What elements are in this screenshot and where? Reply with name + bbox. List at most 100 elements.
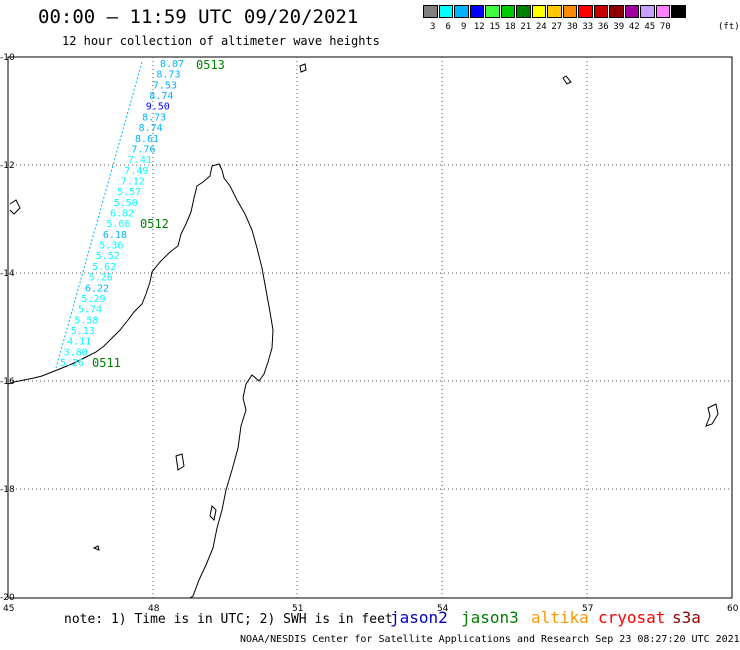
scale-swatch: [454, 5, 469, 18]
y-tick-label: -12: [0, 161, 15, 171]
x-tick-label: 60: [727, 604, 739, 614]
scale-label: 3: [430, 22, 436, 32]
color-scale-labels: 3 6 9 12 15 18 21 24 27 30 33 36 39 42 45 70: [425, 22, 673, 32]
wave-height-label: 5.66: [106, 219, 130, 230]
footnote: note: 1) Time is in UTC; 2) SWH is in fe…: [64, 612, 393, 627]
wave-height-label: 4.11: [67, 337, 91, 348]
wave-height-label: 7.49: [124, 166, 148, 177]
grid-lines: [8, 57, 732, 598]
scale-label: 45: [644, 22, 656, 32]
scale-swatch: [516, 5, 531, 18]
y-axis-labels: -10 -12 -14 -16 -18 -20: [0, 53, 15, 603]
scale-swatch: [593, 5, 608, 18]
legend-jason2: jason2: [390, 608, 448, 627]
wave-height-label: 6.22: [85, 283, 109, 294]
wave-height-label: 5.62: [92, 262, 116, 273]
x-axis-labels: 45 48 51 54 57 60: [3, 604, 739, 614]
scale-label: 12: [473, 22, 485, 32]
wave-height-label: 8.74: [139, 123, 163, 134]
pass-label: 0512: [140, 217, 169, 231]
wave-height-label: 8.07: [160, 59, 184, 70]
wave-height-label: 5.58: [74, 315, 98, 326]
scale-label: 21: [520, 22, 532, 32]
scale-label: 36: [597, 22, 609, 32]
legend-jason3: jason3: [461, 608, 519, 627]
scale-swatch: [562, 5, 577, 18]
wave-height-label: 5.52: [96, 251, 120, 262]
x-tick-label: 54: [437, 604, 449, 614]
x-tick-label: 48: [148, 604, 160, 614]
y-tick-label: -10: [0, 53, 15, 63]
scale-label: 33: [582, 22, 594, 32]
island-ne: [562, 75, 572, 85]
scale-label: 9: [461, 22, 467, 32]
wave-height-label: 3.80: [64, 347, 88, 358]
wave-height-label: 7.12: [121, 177, 145, 188]
wave-height-label: 9.50: [146, 102, 170, 113]
scale-swatch: [485, 5, 500, 18]
madagascar-coastline: [7, 163, 274, 599]
wave-height-label: 5.36: [99, 241, 123, 252]
color-scale: [423, 5, 687, 21]
wave-height-label: 5.13: [71, 326, 95, 337]
y-tick-label: -14: [0, 269, 15, 279]
scale-label: 30: [566, 22, 578, 32]
wave-height-label: 5.50: [114, 198, 138, 209]
island-north: [299, 63, 307, 73]
scale-swatch: [500, 5, 515, 18]
reunion-island: [705, 403, 719, 427]
map-subtitle: 12 hour collection of altimeter wave hei…: [62, 34, 380, 48]
scale-label: 39: [613, 22, 625, 32]
wave-height-label: 5.26: [60, 358, 84, 369]
scale-swatch: [578, 5, 593, 18]
wave-height-label: 8.73: [142, 112, 166, 123]
scale-swatch: [609, 5, 624, 18]
wave-height-label: 8.74: [149, 91, 173, 102]
x-tick-label: 57: [582, 604, 593, 614]
y-tick-label: -18: [0, 485, 15, 495]
scale-swatch: [624, 5, 639, 18]
map-title: 00:00 – 11:59 UTC 09/20/2021: [38, 6, 359, 28]
wave-height-label: 5.57: [117, 187, 141, 198]
scale-label: 15: [489, 22, 501, 32]
wave-height-label: 8.73: [156, 70, 180, 81]
scale-swatch: [640, 5, 655, 18]
wave-height-label: 5.29: [81, 294, 105, 305]
scale-swatch: [469, 5, 484, 18]
island-west: [9, 199, 21, 215]
island-coast: [209, 504, 217, 522]
wave-height-label: 8.61: [135, 134, 159, 145]
wave-height-label: 5.74: [78, 305, 102, 316]
legend-s3a: s3a: [672, 608, 701, 627]
scale-label: 27: [551, 22, 563, 32]
footer-credit: NOAA/NESDIS Center for Satellite Applica…: [240, 634, 740, 645]
wave-height-values: 8.078.737.538.749.508.738.748.617.767.41…: [55, 59, 184, 369]
wave-height-label: 7.41: [128, 155, 152, 166]
scale-label: 18: [504, 22, 516, 32]
scale-label: 70: [659, 22, 671, 32]
scale-label: 24: [535, 22, 547, 32]
y-tick-label: -16: [0, 377, 15, 387]
map-frame: [7, 56, 733, 599]
scale-swatch: [547, 5, 562, 18]
scale-swatch: [531, 5, 546, 18]
scale-label: 6: [445, 22, 451, 32]
satellite-track: [55, 61, 143, 369]
y-tick-label: -20: [0, 593, 15, 603]
x-tick-label: 45: [3, 604, 14, 614]
wave-height-label: 6.18: [103, 230, 127, 241]
scale-swatch: [671, 5, 686, 18]
scale-unit: (ft): [718, 22, 740, 32]
wave-height-label: 5.26: [89, 273, 113, 284]
pass-label: 0511: [92, 356, 121, 370]
wave-height-label: 6.82: [110, 209, 134, 220]
legend-cryosat: cryosat: [598, 608, 666, 627]
wave-height-label: 7.76: [131, 144, 155, 155]
scale-swatch: [655, 5, 670, 18]
scale-swatch: [438, 5, 453, 18]
x-tick-label: 51: [292, 604, 303, 614]
island-south: [175, 453, 185, 471]
scale-label: 42: [628, 22, 640, 32]
island-sw: [92, 545, 100, 551]
